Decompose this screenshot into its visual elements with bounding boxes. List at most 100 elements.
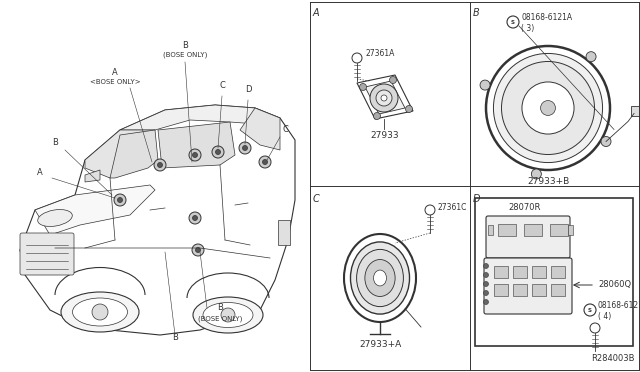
Ellipse shape (61, 292, 139, 332)
Circle shape (406, 106, 413, 112)
Text: S: S (511, 19, 515, 25)
Ellipse shape (351, 242, 410, 314)
Circle shape (189, 149, 201, 161)
Bar (532, 266, 546, 278)
Text: A: A (313, 8, 319, 18)
Text: A: A (112, 68, 118, 77)
Polygon shape (357, 75, 413, 119)
Bar (498, 224, 516, 236)
Bar (524, 224, 542, 236)
Text: B: B (52, 138, 58, 147)
Circle shape (586, 52, 596, 62)
Text: R284003B: R284003B (591, 354, 635, 363)
Text: B: B (473, 8, 480, 18)
Circle shape (118, 198, 122, 202)
Circle shape (360, 83, 367, 90)
Polygon shape (365, 81, 405, 114)
Bar (532, 284, 546, 296)
Bar (475, 198, 633, 346)
Circle shape (507, 16, 519, 28)
Text: 27933: 27933 (371, 131, 399, 140)
Polygon shape (20, 105, 295, 335)
Bar (551, 266, 565, 278)
FancyBboxPatch shape (484, 258, 572, 314)
Text: 27361C: 27361C (438, 203, 467, 212)
Bar (568, 225, 573, 235)
Circle shape (486, 46, 610, 170)
Text: B: B (182, 41, 188, 50)
Circle shape (522, 82, 574, 134)
Text: 27933+B: 27933+B (527, 177, 569, 186)
Bar (494, 284, 508, 296)
FancyBboxPatch shape (20, 233, 74, 275)
Text: 27933+A: 27933+A (359, 340, 401, 349)
Polygon shape (120, 105, 280, 130)
Text: C: C (313, 194, 320, 204)
Text: 28070R: 28070R (509, 203, 541, 212)
Text: 08168-6121A: 08168-6121A (521, 13, 572, 22)
Text: C: C (219, 81, 225, 90)
Text: (BOSE ONLY): (BOSE ONLY) (198, 315, 242, 321)
Text: 28060Q: 28060Q (598, 280, 631, 289)
Circle shape (259, 156, 271, 168)
Circle shape (493, 54, 603, 163)
Circle shape (483, 282, 488, 286)
Circle shape (352, 53, 362, 63)
Circle shape (390, 77, 397, 83)
Circle shape (212, 146, 224, 158)
Polygon shape (158, 122, 235, 168)
Circle shape (193, 215, 198, 221)
Bar (278, 220, 290, 245)
Polygon shape (110, 130, 158, 178)
Text: A: A (37, 168, 43, 177)
Circle shape (370, 84, 398, 112)
Text: B: B (172, 333, 178, 342)
Circle shape (483, 291, 488, 295)
Bar (513, 284, 527, 296)
Circle shape (483, 263, 488, 269)
Bar (513, 266, 527, 278)
Text: B: B (217, 303, 223, 312)
Text: ( 4): ( 4) (598, 311, 611, 321)
Polygon shape (240, 108, 280, 150)
Circle shape (216, 150, 221, 154)
Circle shape (374, 112, 381, 119)
Circle shape (243, 145, 248, 151)
Bar (494, 266, 508, 278)
Text: ( 3): ( 3) (521, 23, 534, 32)
Circle shape (601, 137, 611, 147)
Ellipse shape (356, 249, 403, 307)
Text: 27361A: 27361A (365, 48, 394, 58)
Circle shape (584, 304, 596, 316)
FancyBboxPatch shape (486, 216, 570, 258)
Circle shape (192, 244, 204, 256)
Text: D: D (244, 85, 252, 94)
Text: C: C (282, 125, 288, 134)
Text: (BOSE ONLY): (BOSE ONLY) (163, 52, 207, 58)
Circle shape (425, 205, 435, 215)
Text: <BOSE ONLY>: <BOSE ONLY> (90, 79, 140, 85)
Polygon shape (85, 130, 155, 178)
Ellipse shape (38, 209, 72, 227)
Ellipse shape (193, 297, 263, 333)
Circle shape (114, 194, 126, 206)
Ellipse shape (374, 270, 387, 286)
Bar (488, 225, 493, 235)
Circle shape (502, 61, 595, 154)
Circle shape (92, 304, 108, 320)
Circle shape (195, 247, 200, 253)
Circle shape (480, 80, 490, 90)
Circle shape (376, 90, 392, 106)
Ellipse shape (344, 234, 416, 322)
Bar (551, 284, 565, 296)
Circle shape (541, 100, 556, 115)
Polygon shape (35, 185, 155, 235)
Ellipse shape (203, 302, 253, 327)
Ellipse shape (72, 298, 127, 326)
Ellipse shape (365, 260, 395, 296)
Circle shape (483, 273, 488, 278)
Circle shape (193, 153, 198, 157)
Circle shape (262, 160, 268, 164)
Circle shape (590, 323, 600, 333)
Text: 08168-6121A: 08168-6121A (598, 301, 640, 311)
